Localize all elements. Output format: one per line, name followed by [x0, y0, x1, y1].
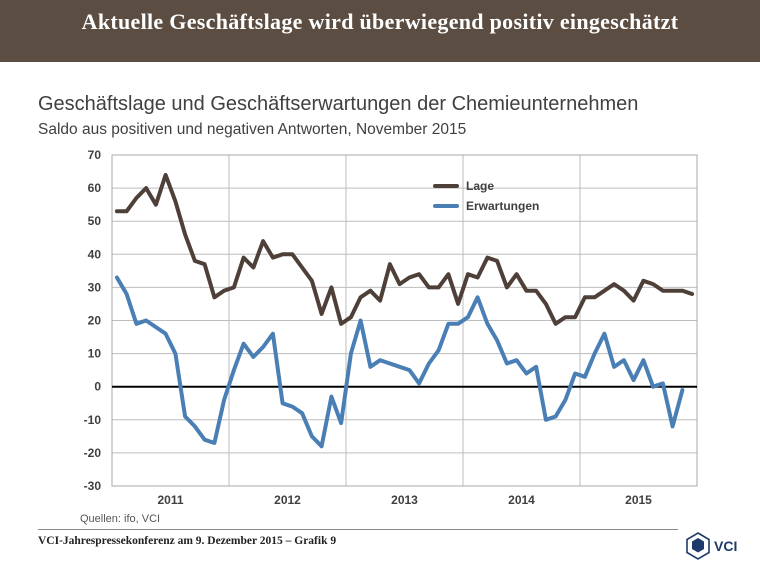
y-axis-labels: 70 60 50 40 30 20 10 0 -10 -20 -30 — [84, 148, 102, 493]
chart-title: Geschäftslage und Geschäftserwartungen d… — [38, 93, 639, 115]
vci-logo-text: VCI — [714, 538, 737, 554]
series-line-erwartungen — [114, 275, 685, 449]
chart-series — [114, 172, 695, 449]
y-tick-label: 70 — [88, 148, 102, 162]
y-tick-label: 30 — [88, 280, 102, 294]
x-tick-label: 2012 — [274, 493, 301, 507]
y-tick-label: 10 — [88, 347, 102, 361]
x-tick-label: 2013 — [391, 493, 418, 507]
y-tick-label: 40 — [88, 247, 102, 261]
footer-caption: VCI-Jahrespressekonferenz am 9. Dezember… — [38, 535, 337, 547]
x-tick-label: 2014 — [508, 493, 535, 507]
x-tick-label: 2015 — [625, 493, 652, 507]
chart-subtitle: Saldo aus positiven und negativen Antwor… — [38, 121, 467, 138]
y-tick-label: 60 — [88, 181, 102, 195]
y-tick-label: -20 — [84, 446, 102, 460]
vci-logo: VCI — [686, 532, 737, 560]
legend-label: Erwartungen — [466, 199, 539, 213]
chart-legend: Lage Erwartungen — [433, 179, 539, 213]
x-axis-labels: 2011 2012 2013 2014 2015 — [157, 493, 652, 507]
plot-frame — [111, 154, 698, 487]
footer-divider — [38, 529, 678, 530]
source-note: Quellen: ifo, VCI — [80, 513, 161, 525]
y-tick-label: -30 — [84, 479, 102, 493]
page-banner: Aktuelle Geschäftslage wird überwiegend … — [0, 0, 760, 62]
y-tick-label: -10 — [84, 413, 102, 427]
y-tick-label: 50 — [88, 214, 102, 228]
x-tick-label: 2011 — [157, 493, 183, 507]
legend-label: Lage — [466, 179, 494, 193]
y-tick-label: 0 — [94, 380, 101, 394]
y-tick-label: 20 — [88, 314, 102, 328]
series-line-lage — [114, 172, 695, 326]
vci-hexagon-icon — [686, 532, 710, 560]
